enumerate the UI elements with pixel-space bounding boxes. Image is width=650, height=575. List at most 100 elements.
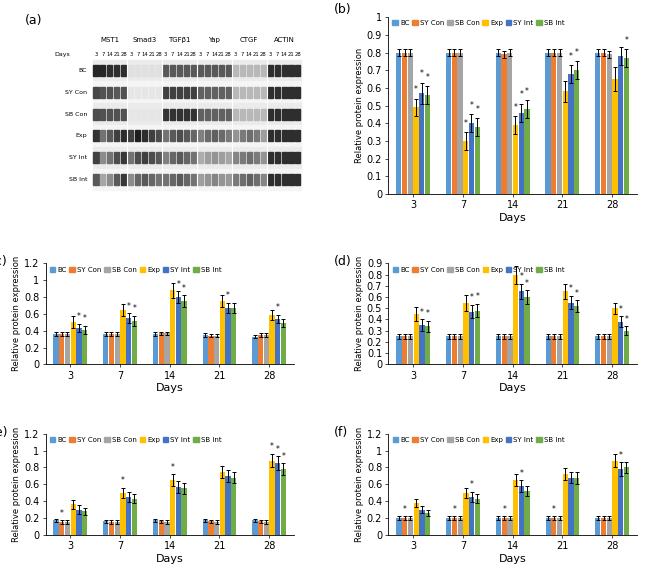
Bar	[101, 65, 105, 76]
Text: *: *	[469, 101, 473, 110]
Bar	[413, 108, 419, 194]
Text: *: *	[619, 451, 623, 460]
Bar	[419, 325, 424, 365]
Text: SY Con: SY Con	[65, 90, 87, 95]
Bar	[162, 82, 197, 104]
Bar	[107, 131, 112, 141]
Bar	[266, 104, 302, 125]
Text: *: *	[171, 463, 175, 471]
Text: 3: 3	[129, 52, 133, 57]
Text: SB Int: SB Int	[69, 177, 87, 182]
X-axis label: Days: Days	[156, 384, 184, 393]
Bar	[231, 308, 237, 365]
Bar	[563, 91, 568, 194]
Bar	[197, 168, 232, 190]
Bar	[402, 336, 408, 365]
Text: 7: 7	[276, 52, 279, 57]
Bar	[127, 82, 162, 104]
Bar	[474, 127, 480, 194]
Bar	[281, 131, 287, 141]
Text: MST1: MST1	[100, 37, 120, 43]
Text: *: *	[176, 279, 180, 289]
Text: 28: 28	[155, 52, 162, 57]
Bar	[159, 522, 164, 535]
Bar	[254, 109, 259, 120]
Bar	[568, 302, 574, 365]
Text: 21: 21	[148, 52, 155, 57]
Bar	[219, 131, 224, 141]
Bar	[232, 168, 266, 190]
Text: 14: 14	[176, 52, 183, 57]
Bar	[269, 315, 275, 365]
Bar	[177, 152, 182, 163]
Bar	[563, 474, 568, 535]
Text: *: *	[552, 505, 556, 513]
Bar	[191, 152, 196, 163]
Bar	[296, 174, 300, 185]
Bar	[232, 82, 266, 104]
Bar	[601, 52, 606, 194]
Bar	[232, 125, 266, 147]
Bar	[233, 87, 238, 98]
Bar	[198, 152, 203, 163]
Bar	[107, 152, 112, 163]
Bar	[150, 109, 154, 120]
Bar	[240, 87, 245, 98]
Bar	[156, 131, 161, 141]
Bar	[274, 109, 280, 120]
Bar	[170, 290, 176, 365]
Bar	[252, 520, 257, 535]
Bar	[618, 469, 623, 535]
Bar	[413, 314, 419, 365]
Bar	[109, 334, 114, 365]
Text: 21: 21	[288, 52, 294, 57]
Bar	[618, 322, 623, 365]
Bar	[101, 174, 105, 185]
Bar	[296, 109, 300, 120]
Bar	[114, 65, 120, 76]
Bar	[150, 152, 154, 163]
Bar	[545, 52, 551, 194]
Bar	[247, 87, 252, 98]
Bar	[135, 174, 140, 185]
Text: 21: 21	[114, 52, 120, 57]
Bar	[107, 65, 112, 76]
Bar	[525, 297, 530, 365]
Bar	[525, 491, 530, 535]
Text: *: *	[426, 73, 430, 82]
Text: *: *	[569, 52, 573, 60]
Bar	[624, 58, 629, 194]
Bar	[153, 520, 158, 535]
Bar	[275, 319, 280, 365]
Bar	[269, 461, 275, 535]
Bar	[408, 52, 413, 194]
Y-axis label: Relative protein expression: Relative protein expression	[355, 427, 364, 542]
Bar	[162, 147, 197, 168]
Bar	[219, 152, 224, 163]
Bar	[114, 152, 120, 163]
Bar	[219, 65, 224, 76]
Bar	[502, 518, 507, 535]
Bar	[240, 174, 245, 185]
Bar	[296, 65, 300, 76]
Bar	[65, 522, 70, 535]
Bar	[612, 308, 618, 365]
Bar	[128, 152, 133, 163]
Text: TGFβ1: TGFβ1	[168, 37, 191, 43]
Legend: BC, SY Con, SB Con, Exp, SY Int, SB Int: BC, SY Con, SB Con, Exp, SY Int, SB Int	[49, 266, 222, 273]
Bar	[264, 335, 269, 365]
Bar	[59, 334, 64, 365]
Bar	[163, 65, 168, 76]
Bar	[574, 306, 579, 365]
Bar	[545, 336, 551, 365]
Bar	[132, 321, 137, 365]
Bar	[289, 152, 294, 163]
Text: 28: 28	[260, 52, 266, 57]
Bar	[219, 87, 224, 98]
Bar	[94, 131, 99, 141]
Bar	[595, 52, 601, 194]
Bar	[122, 131, 126, 141]
Bar	[289, 131, 294, 141]
Bar	[197, 82, 232, 104]
Bar	[233, 152, 238, 163]
